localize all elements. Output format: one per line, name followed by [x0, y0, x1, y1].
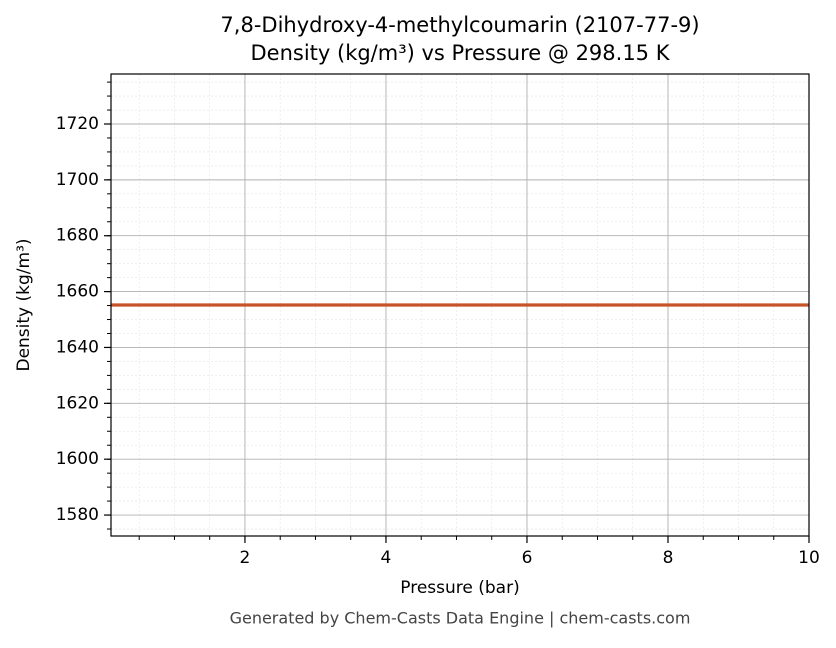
y-axis-label: Density (kg/m³): [14, 238, 34, 371]
x-tick-label: 8: [663, 548, 674, 568]
chart-title: 7,8-Dihydroxy-4-methylcoumarin (2107-77-…: [220, 13, 699, 37]
y-tick-label: 1620: [56, 393, 99, 413]
plot-frame: [110, 73, 810, 537]
x-tick-label: 10: [798, 548, 820, 568]
y-tick-label: 1600: [56, 449, 99, 469]
x-tick-label: 6: [522, 548, 533, 568]
y-tick-label: 1680: [56, 226, 99, 246]
chart-subtitle: Density (kg/m³) vs Pressure @ 298.15 K: [250, 41, 670, 65]
y-tick-label: 1720: [56, 114, 99, 134]
x-axis-label: Pressure (bar): [400, 578, 519, 598]
y-tick-label: 1640: [56, 337, 99, 357]
y-tick-label: 1700: [56, 170, 99, 190]
x-tick-label: 4: [381, 548, 392, 568]
footer: Generated by Chem-Casts Data Engine | ch…: [230, 609, 691, 628]
y-tick-label: 1580: [56, 505, 99, 525]
x-tick-label: 2: [240, 548, 251, 568]
y-tick-label: 1660: [56, 282, 99, 302]
